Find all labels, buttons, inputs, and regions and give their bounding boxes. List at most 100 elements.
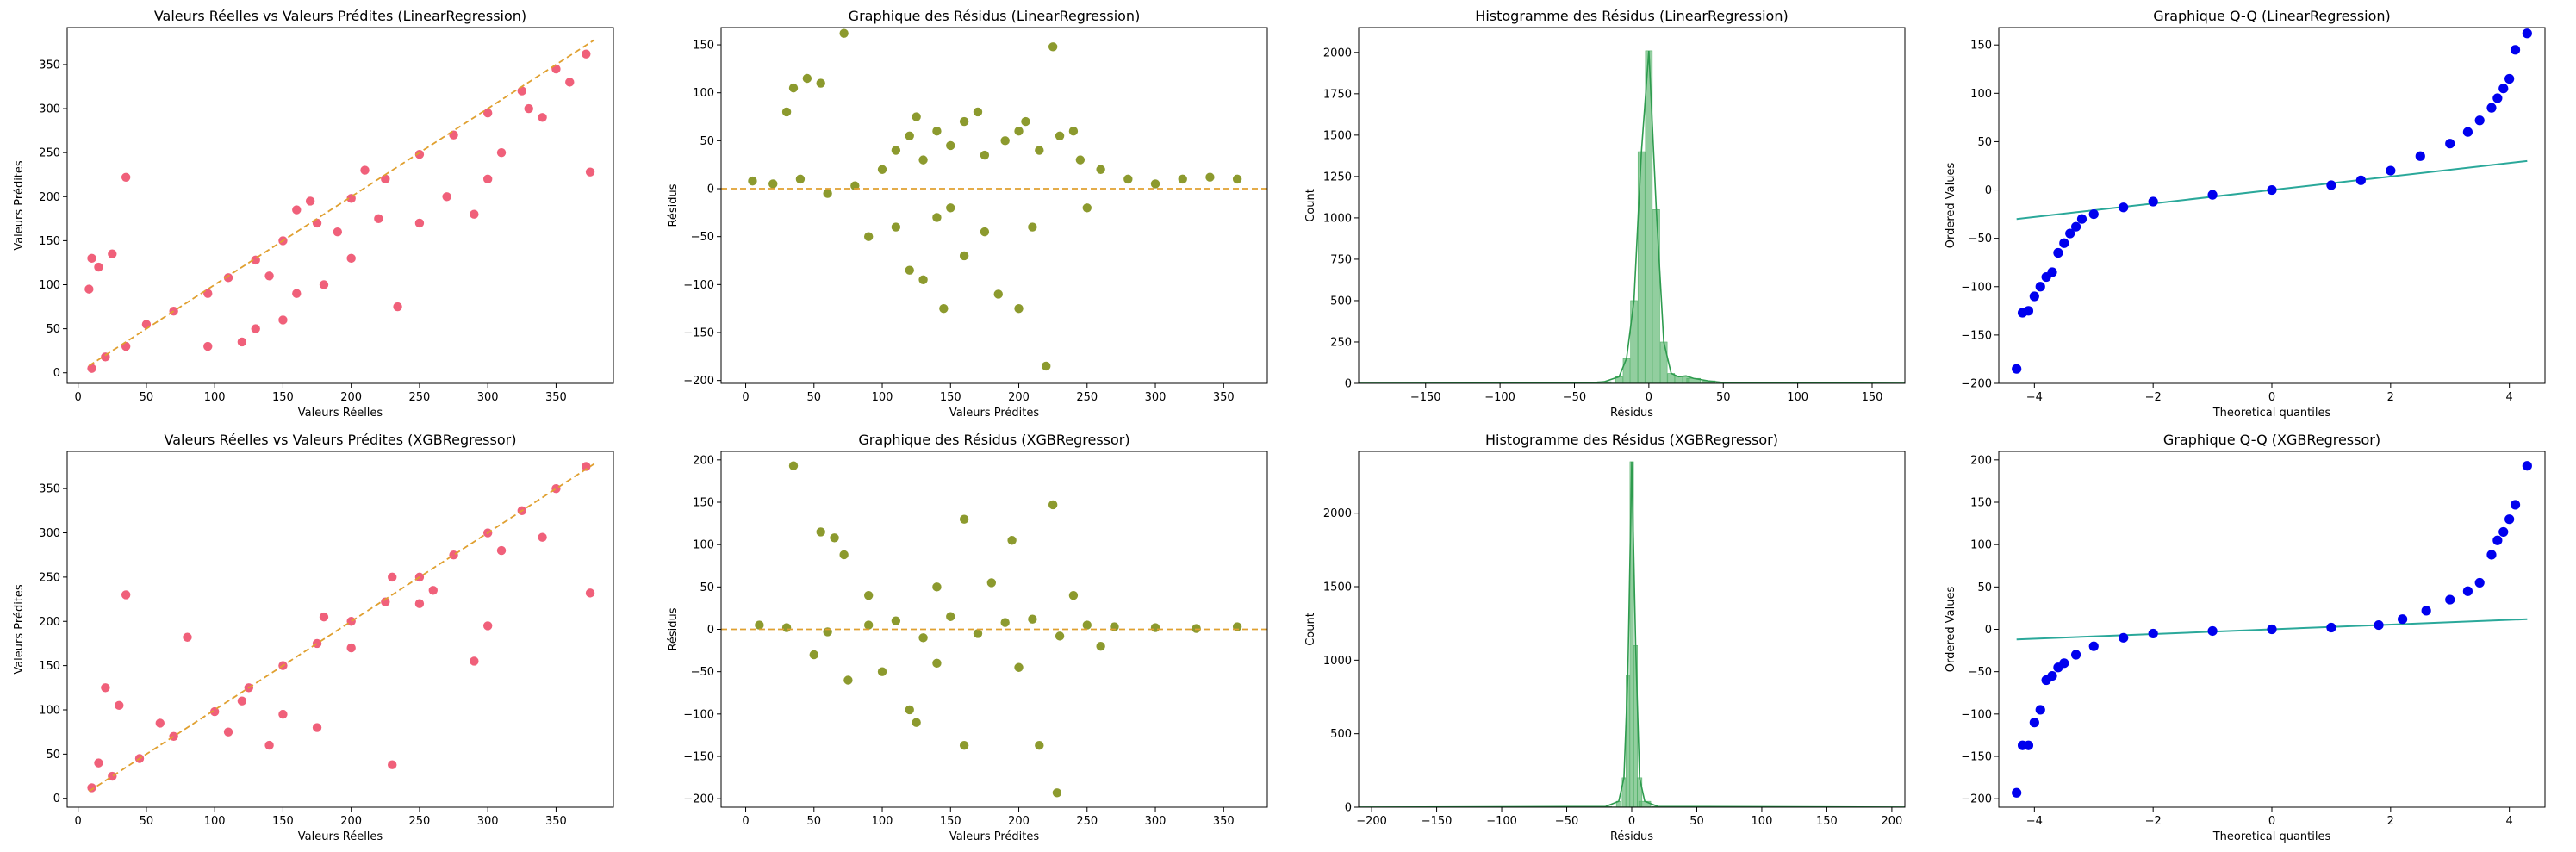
x-axis-label: Valeurs Réelles (298, 830, 383, 843)
data-point (1150, 178, 1161, 190)
plot-area (721, 28, 1267, 383)
data-point (482, 108, 494, 119)
data-point (1027, 613, 1038, 625)
qq-point (2522, 28, 2532, 39)
data-point (236, 695, 247, 706)
data-point (945, 611, 956, 622)
data-point (140, 319, 152, 330)
data-point (863, 231, 874, 242)
data-point (107, 771, 118, 782)
qq-point (2023, 740, 2034, 750)
data-point (972, 628, 983, 639)
y-tick-label: 750 (1330, 253, 1352, 266)
data-point (1191, 623, 1202, 634)
qq-point (2486, 103, 2497, 113)
axes-frame (66, 27, 614, 384)
data-point (114, 700, 125, 711)
qq-point (2119, 632, 2129, 643)
x-tick-label: −2 (2145, 391, 2162, 404)
qq-point (2492, 535, 2503, 545)
qq-point (2029, 291, 2039, 302)
data-point (986, 577, 997, 588)
data-point (890, 221, 901, 233)
x-tick-label: 4 (2506, 391, 2513, 404)
qq-point (2047, 670, 2057, 681)
qq-point (2023, 306, 2034, 316)
y-tick-label: 350 (39, 483, 60, 496)
qq-point (2421, 606, 2431, 616)
x-tick-label: 150 (272, 391, 294, 404)
qq-point (2029, 718, 2039, 728)
data-point (1067, 590, 1079, 601)
x-tick-label: −50 (1555, 815, 1578, 828)
x-tick-label: −4 (2026, 391, 2043, 404)
data-point (1081, 619, 1092, 631)
data-point (959, 250, 970, 261)
y-axis-label: Ordered Values (1944, 587, 1957, 673)
data-point (1204, 171, 1216, 183)
y-tick-label: 1500 (1323, 129, 1352, 142)
x-tick-label: 200 (340, 391, 362, 404)
y-tick-label: 150 (1970, 40, 1992, 53)
qq-point (2119, 202, 2129, 213)
data-point (380, 173, 391, 184)
data-point (86, 782, 97, 793)
data-point (1081, 202, 1092, 214)
y-tick-label: 100 (1970, 539, 1992, 552)
data-point (264, 740, 275, 751)
x-tick-label: 350 (545, 815, 567, 828)
qq-point (2267, 624, 2277, 635)
x-tick-label: 100 (1752, 815, 1773, 828)
qq-point (2065, 228, 2075, 239)
data-point (999, 617, 1011, 628)
qq-point (2510, 45, 2521, 55)
y-tick-label: 300 (39, 527, 60, 540)
data-point (794, 173, 806, 184)
x-tick-label: 350 (1213, 391, 1235, 404)
qq-point (2088, 209, 2099, 220)
x-tick-label: 250 (409, 815, 431, 828)
x-tick-label: −150 (1422, 815, 1453, 828)
x-tick-label: 150 (1816, 815, 1838, 828)
data-point (585, 588, 596, 599)
qq-point (2492, 93, 2503, 103)
data-point (838, 549, 849, 560)
y-axis-label: Résidus (667, 183, 680, 227)
y-tick-label: 50 (1977, 581, 1992, 594)
x-tick-label: 50 (1716, 391, 1731, 404)
data-marks (86, 461, 596, 793)
x-tick-label: 300 (1145, 815, 1167, 828)
data-point (1123, 173, 1134, 184)
qq-point (2267, 184, 2277, 196)
data-point (1055, 130, 1066, 141)
y-tick-label: 0 (1985, 624, 1992, 637)
data-point (890, 615, 901, 626)
qq-point (2070, 650, 2081, 660)
y-tick-label: 0 (1345, 378, 1352, 391)
data-point (754, 619, 765, 631)
data-point (121, 589, 132, 600)
data-point (788, 83, 800, 94)
x-tick-label: −100 (1486, 815, 1517, 828)
kde-curve (1359, 461, 1905, 807)
y-tick-label: 150 (39, 660, 60, 673)
data-point (482, 620, 494, 631)
data-point (312, 722, 323, 733)
chart-panel-7: −200 −150 −100 −50 0 50 100 150 2000500100015002… (1304, 432, 1906, 843)
data-point (815, 526, 826, 538)
x-tick-label: 200 (1008, 391, 1030, 404)
qq-point (2355, 175, 2366, 185)
x-tick-label: −100 (1484, 391, 1515, 404)
kde-curve (1359, 50, 1905, 383)
y-tick-label: 50 (1977, 136, 1992, 149)
y-tick-label: 1500 (1323, 581, 1352, 594)
data-point (1150, 622, 1161, 633)
data-marks (84, 39, 596, 374)
data-point (1006, 535, 1017, 546)
chart-panel-8: −4 −2 0 2 4 −200 −150 −100 −50 0 50 100 150 200 Graphi… (1944, 432, 2546, 843)
x-tick-label: 100 (1787, 391, 1808, 404)
y-tick-label: 200 (693, 454, 714, 467)
y-tick-label: 50 (46, 749, 60, 762)
qq-point (2462, 127, 2473, 137)
